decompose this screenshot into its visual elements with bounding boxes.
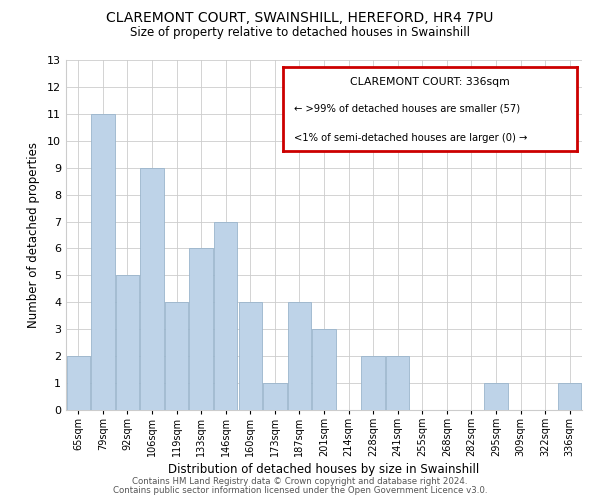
Bar — [190, 248, 213, 410]
Bar — [288, 302, 311, 410]
Bar — [558, 383, 581, 410]
Bar — [116, 276, 139, 410]
Bar — [239, 302, 262, 410]
Bar — [313, 329, 335, 410]
Bar — [140, 168, 164, 410]
Bar — [263, 383, 287, 410]
Bar — [361, 356, 385, 410]
Text: CLAREMONT COURT, SWAINSHILL, HEREFORD, HR4 7PU: CLAREMONT COURT, SWAINSHILL, HEREFORD, H… — [106, 11, 494, 25]
Text: Contains public sector information licensed under the Open Government Licence v3: Contains public sector information licen… — [113, 486, 487, 495]
Bar — [386, 356, 409, 410]
Bar — [165, 302, 188, 410]
X-axis label: Distribution of detached houses by size in Swainshill: Distribution of detached houses by size … — [169, 464, 479, 476]
Bar — [91, 114, 115, 410]
Bar — [484, 383, 508, 410]
Bar — [67, 356, 90, 410]
Bar — [214, 222, 238, 410]
Text: Contains HM Land Registry data © Crown copyright and database right 2024.: Contains HM Land Registry data © Crown c… — [132, 477, 468, 486]
Y-axis label: Number of detached properties: Number of detached properties — [27, 142, 40, 328]
Text: Size of property relative to detached houses in Swainshill: Size of property relative to detached ho… — [130, 26, 470, 39]
